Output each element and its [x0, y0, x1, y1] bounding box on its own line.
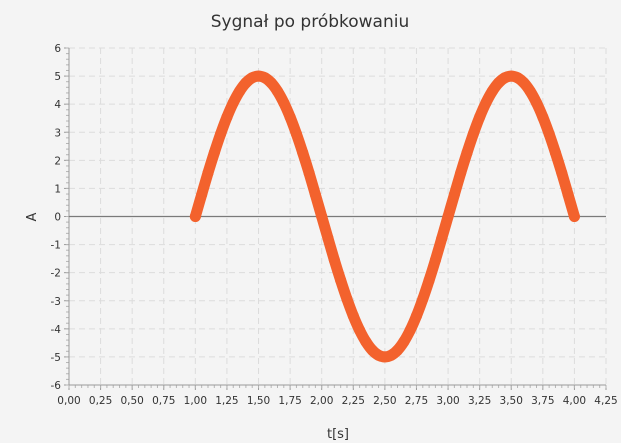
x-tick-label: 0,75: [152, 395, 175, 407]
y-tick-label: -5: [51, 352, 61, 364]
data-point: [417, 293, 429, 305]
y-tick-label: 5: [54, 71, 61, 83]
x-tick-label: 3,75: [531, 395, 554, 407]
data-point: [271, 85, 283, 97]
tick-labels: 0,00 0,25 0,50 0,75 1,00 1,25 1,50 1,75 2,00 2,25…: [51, 43, 618, 407]
data-point: [436, 232, 448, 244]
data-point: [474, 111, 486, 123]
data-point: [568, 211, 580, 222]
x-tick-label: 2,50: [373, 395, 396, 407]
data-point: [221, 111, 233, 123]
x-tick-label: 1,25: [215, 395, 238, 407]
data-point: [467, 128, 479, 140]
x-tick-label: 2,75: [405, 395, 428, 407]
chart-title: Sygnał po próbkowaniu: [211, 12, 410, 32]
data-point: [196, 189, 208, 201]
data-point: [531, 97, 543, 109]
x-tick-label: 4,25: [594, 395, 617, 407]
data-point: [461, 147, 473, 159]
y-tick-label: -3: [51, 296, 61, 308]
data-point: [398, 336, 410, 348]
data-point: [316, 211, 328, 222]
data-point: [562, 189, 574, 201]
data-point: [455, 167, 467, 179]
x-tick-label: 1,00: [184, 395, 207, 407]
data-point: [549, 147, 561, 159]
x-tick-label: 0,25: [89, 395, 112, 407]
x-tick-label: 1,75: [278, 395, 301, 407]
data-point: [556, 167, 568, 179]
data-point: [392, 344, 404, 356]
data-point: [335, 274, 347, 286]
data-point: [297, 147, 309, 159]
data-point: [524, 85, 536, 97]
y-tick-label: -1: [51, 240, 61, 252]
data-point: [290, 128, 302, 140]
data-point: [303, 167, 315, 179]
data-point: [215, 128, 227, 140]
y-tick-label: -2: [51, 268, 61, 280]
data-point: [423, 274, 435, 286]
data-point: [404, 324, 416, 336]
y-axis-title: A: [25, 212, 40, 221]
y-tick-label: -4: [51, 324, 62, 336]
x-tick-label: 2,25: [342, 395, 365, 407]
data-point: [208, 147, 220, 159]
y-tick-label: 3: [54, 127, 61, 139]
data-point: [322, 232, 334, 244]
x-tick-label: 1,50: [247, 395, 270, 407]
data-point: [442, 211, 454, 222]
data-point: [354, 324, 366, 336]
x-tick-label: 2,00: [310, 395, 333, 407]
data-point: [518, 77, 530, 89]
y-tick-label: 0: [54, 212, 61, 224]
data-point: [328, 254, 340, 266]
data-point: [202, 167, 214, 179]
series: [189, 70, 580, 363]
y-tick-label: 1: [54, 183, 61, 195]
data-point: [537, 111, 549, 123]
x-tick-label: 3,50: [500, 395, 523, 407]
data-point: [543, 128, 555, 140]
data-point: [284, 111, 296, 123]
data-point: [265, 77, 277, 89]
x-tick-label: 0,00: [57, 395, 80, 407]
x-tick-label: 3,00: [436, 395, 459, 407]
x-tick-label: 0,50: [120, 395, 143, 407]
data-point: [189, 211, 201, 222]
axes: [64, 47, 607, 390]
data-point: [429, 254, 441, 266]
data-point: [448, 189, 460, 201]
y-tick-label: -6: [51, 380, 62, 392]
data-point: [410, 310, 422, 322]
x-axis-title: t[s]: [327, 427, 349, 442]
data-point: [347, 310, 359, 322]
data-point: [480, 97, 492, 109]
y-tick-label: 4: [54, 99, 61, 111]
data-point: [486, 85, 498, 97]
data-point: [360, 336, 372, 348]
x-tick-label: 4,00: [563, 395, 586, 407]
y-tick-label: 6: [54, 43, 61, 55]
data-point: [278, 97, 290, 109]
data-point: [309, 189, 321, 201]
data-point: [227, 97, 239, 109]
data-point: [234, 85, 246, 97]
y-tick-label: 2: [54, 155, 61, 167]
data-point: [341, 293, 353, 305]
x-tick-label: 3,25: [468, 395, 491, 407]
